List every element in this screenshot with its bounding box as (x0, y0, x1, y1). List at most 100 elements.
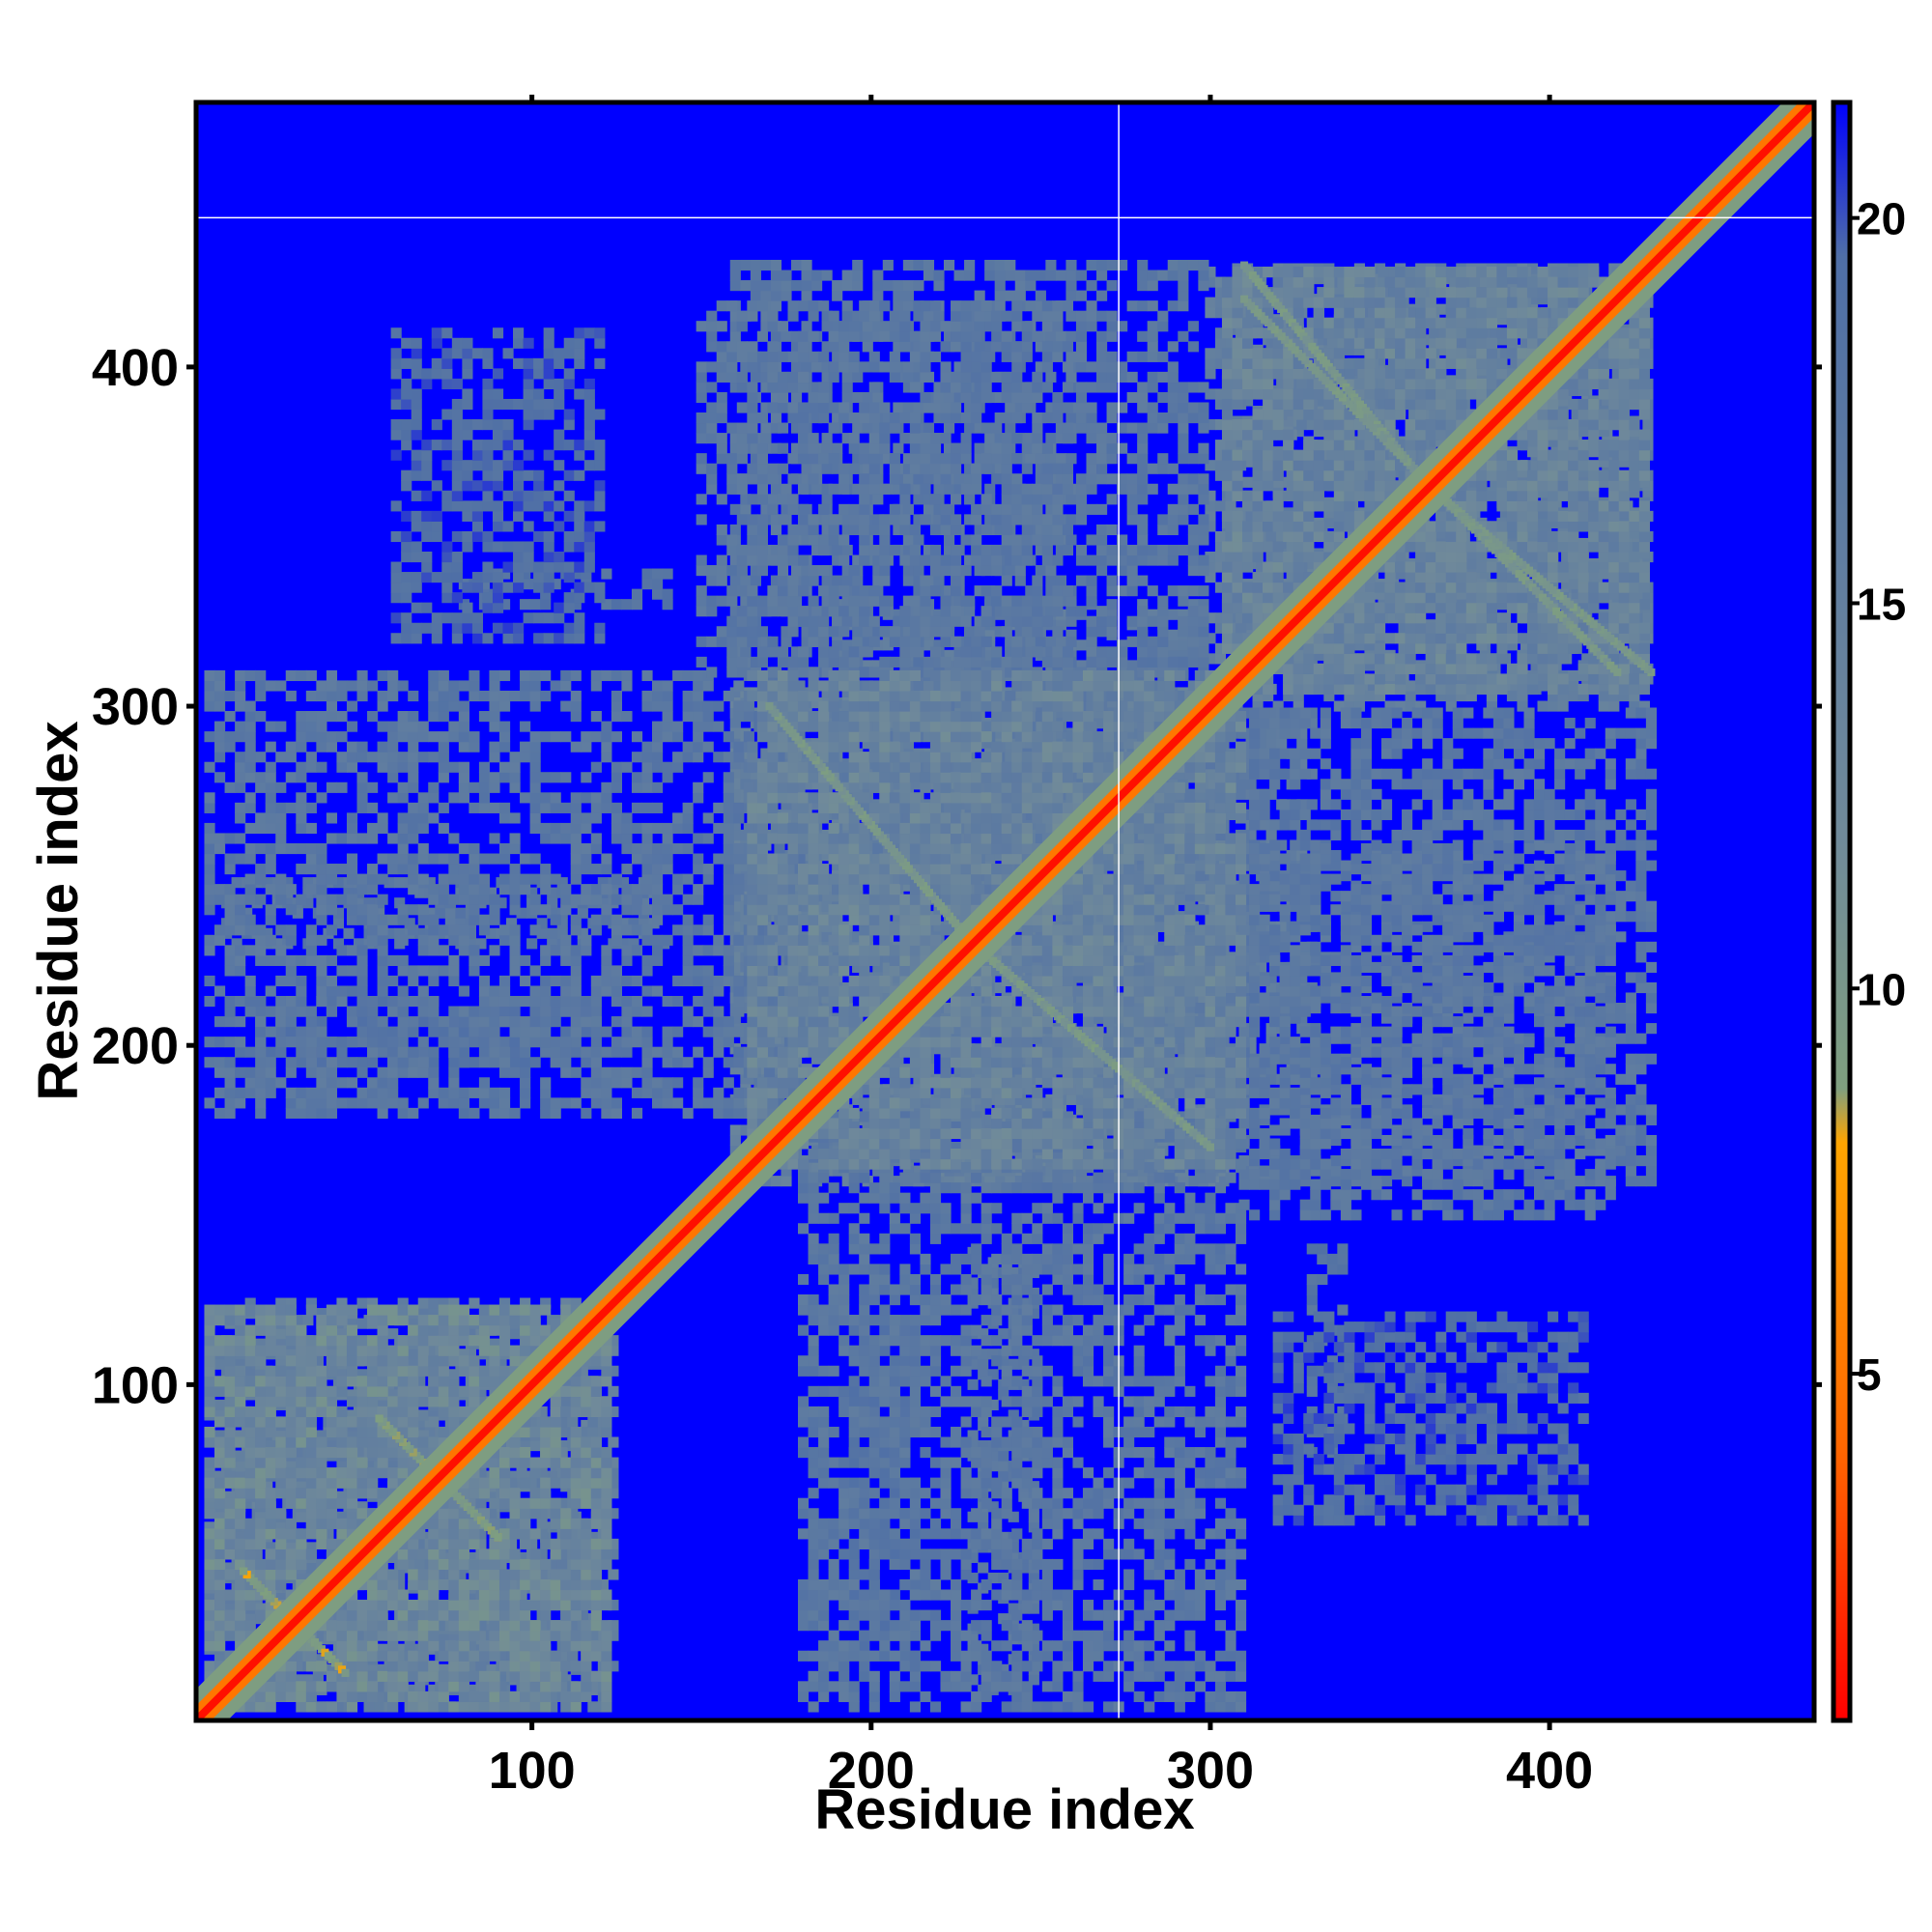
heatmap-cell (882, 981, 894, 994)
heatmap-cell (363, 1670, 375, 1682)
heatmap-cell (1198, 992, 1209, 1004)
heatmap-cell (275, 1338, 287, 1350)
heatmap-cell (214, 1430, 226, 1441)
heatmap-cell (729, 961, 741, 974)
heatmap-cell (296, 1481, 307, 1492)
heatmap-cell (458, 1349, 469, 1360)
heatmap-cell (275, 1430, 287, 1441)
heatmap-cell (489, 1338, 500, 1350)
heatmap-cell (1075, 768, 1088, 780)
heatmap-cell (475, 1630, 487, 1641)
heatmap-cell (326, 1399, 338, 1410)
heatmap-cell (326, 1349, 338, 1360)
heatmap-cell (414, 1396, 426, 1407)
heatmap-cell (536, 1528, 548, 1540)
heatmap-cell (346, 1389, 358, 1401)
heatmap-cell (913, 779, 924, 790)
heatmap-cell (821, 921, 833, 932)
heatmap-cell (740, 1003, 752, 1014)
heatmap-cell (550, 1470, 561, 1482)
heatmap-cell (821, 687, 833, 698)
heatmap-cell (953, 1114, 965, 1126)
heatmap-cell (750, 768, 761, 780)
heatmap-cell (801, 972, 812, 983)
heatmap-cell (740, 829, 752, 841)
heatmap-cell (862, 779, 873, 790)
heatmap-cell (729, 1134, 741, 1147)
heatmap-cell (408, 1358, 419, 1370)
heatmap-cell (1106, 1023, 1118, 1035)
heatmap-cell (862, 738, 873, 750)
heatmap-cell (567, 1416, 579, 1428)
heatmap-cell (1075, 1104, 1088, 1116)
heatmap-cell (608, 1345, 619, 1356)
heatmap-cell (417, 1430, 429, 1441)
heatmap-cell (841, 819, 853, 831)
heatmap-cell (902, 738, 914, 750)
heatmap-cell (346, 1430, 358, 1441)
heatmap-cell (740, 911, 752, 923)
heatmap-cell (821, 891, 833, 902)
heatmap-cell (1005, 1094, 1016, 1105)
heatmap-cell (435, 1620, 446, 1632)
heatmap-cell (1167, 1064, 1179, 1075)
heatmap-cell (770, 1033, 782, 1044)
heatmap-cell (408, 1349, 419, 1360)
heatmap-cell (506, 1578, 518, 1591)
heatmap-cell (296, 1674, 307, 1686)
heatmap-cell (913, 1104, 924, 1116)
heatmap-cell (496, 1681, 507, 1692)
heatmap-cell (943, 1003, 955, 1014)
heatmap-cell (556, 1670, 568, 1682)
heatmap-cell (448, 1378, 460, 1390)
heatmap-cell (893, 1176, 904, 1187)
heatmap-cell (1126, 1176, 1138, 1187)
heatmap-cell (597, 1578, 609, 1591)
heatmap-cell (509, 1470, 521, 1482)
heatmap-cell (285, 1349, 297, 1360)
heatmap-cell (852, 931, 864, 943)
heatmap-cell (1137, 1104, 1149, 1116)
heatmap-cell (984, 1176, 996, 1187)
heatmap-cell (285, 1297, 297, 1309)
heatmap-cell (781, 1165, 792, 1177)
heatmap-cell (781, 921, 792, 932)
heatmap-cell (435, 1569, 446, 1580)
heatmap-cell (1235, 622, 1247, 634)
heatmap-cell (285, 1369, 297, 1380)
heatmap-cell (469, 1551, 480, 1564)
heatmap-cell (417, 1297, 429, 1309)
heatmap-cell (547, 1701, 558, 1713)
heatmap-cell (740, 860, 752, 871)
heatmap-cell (408, 1684, 419, 1695)
heatmap-cell (455, 1569, 467, 1580)
heatmap-cell (438, 1663, 449, 1675)
heatmap-cell (821, 758, 833, 770)
heatmap-cell (374, 1690, 385, 1702)
heatmap-cell (577, 1426, 588, 1438)
heatmap-cell (424, 1345, 436, 1356)
heatmap-cell (893, 972, 904, 983)
heatmap-cell (801, 779, 812, 790)
heatmap-cell (332, 1701, 345, 1713)
heatmap-cell (526, 1416, 538, 1428)
heatmap-cell (801, 849, 812, 862)
heatmap-cell (356, 1501, 368, 1513)
heatmap-cell (265, 1439, 276, 1452)
heatmap-cell (994, 1084, 1006, 1095)
heatmap-cell (570, 1297, 582, 1309)
heatmap-cell (821, 849, 833, 862)
heatmap-cell (214, 1409, 226, 1421)
heatmap-cell (363, 1701, 375, 1713)
heatmap-cell (550, 1318, 561, 1329)
heatmap-cell (729, 819, 741, 831)
heatmap-cell (943, 1176, 955, 1187)
heatmap-cell (608, 1365, 619, 1377)
heatmap-cell (356, 1297, 368, 1309)
heatmap-cell (414, 1681, 426, 1692)
heatmap-cell (1187, 1003, 1199, 1014)
heatmap-cell (740, 768, 752, 780)
heatmap-cell (953, 1023, 965, 1035)
heatmap-cell (1147, 1155, 1158, 1167)
heatmap-cell (811, 1053, 823, 1065)
